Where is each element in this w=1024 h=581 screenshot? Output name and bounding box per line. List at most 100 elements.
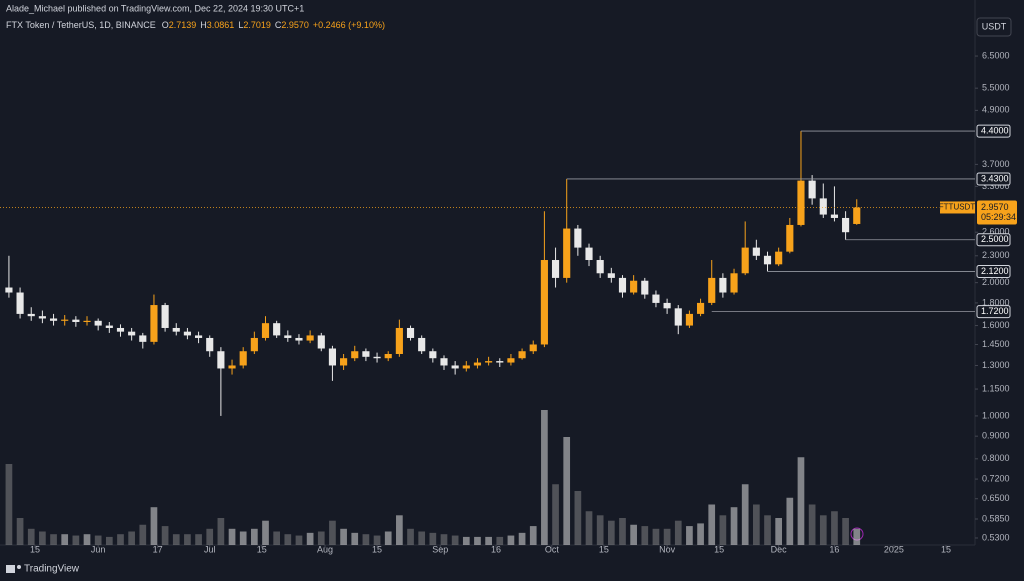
ohlc-value: 2.9570 bbox=[281, 20, 309, 30]
candle-body bbox=[72, 319, 80, 322]
volume-bar bbox=[362, 534, 370, 545]
volume-bar bbox=[295, 535, 303, 545]
candle-body bbox=[641, 280, 649, 295]
y-tick-label: 2.6000 bbox=[982, 227, 1010, 237]
volume-bar bbox=[808, 504, 816, 545]
logo-mark bbox=[6, 565, 15, 573]
candle-body bbox=[16, 292, 24, 314]
volume-bar bbox=[172, 534, 180, 545]
candle-body bbox=[172, 327, 180, 332]
candle-body bbox=[663, 302, 671, 309]
candle-body bbox=[105, 325, 113, 328]
volume-bar bbox=[753, 504, 760, 545]
x-tick-label: 15 bbox=[714, 544, 724, 554]
volume-bar bbox=[72, 535, 80, 545]
level-label: 2.1200 bbox=[981, 266, 1009, 276]
y-tick-label: 1.6000 bbox=[982, 320, 1010, 330]
candle-body bbox=[574, 228, 582, 248]
x-tick-label: Dec bbox=[771, 544, 788, 554]
volume-bar bbox=[340, 528, 347, 545]
candle-body bbox=[730, 273, 738, 293]
candle-body bbox=[741, 247, 749, 274]
volume-bar bbox=[853, 528, 861, 545]
x-tick-label: 15 bbox=[372, 544, 382, 554]
currency-label: USDT bbox=[982, 21, 1007, 31]
level-label: 3.4300 bbox=[981, 173, 1009, 183]
x-tick-label: Oct bbox=[545, 544, 560, 554]
volume-bar bbox=[686, 526, 693, 545]
volume-bar bbox=[351, 532, 359, 545]
symbol-tag bbox=[940, 201, 975, 214]
candle-body bbox=[61, 319, 69, 321]
candle-body bbox=[38, 316, 46, 319]
volume-bar bbox=[105, 536, 113, 545]
y-tick-label: 0.6500 bbox=[982, 493, 1010, 503]
y-tick-label: 4.9000 bbox=[982, 105, 1010, 115]
y-tick-label: 3.3000 bbox=[982, 181, 1010, 191]
level-label: 1.7200 bbox=[981, 306, 1009, 316]
volume-bar bbox=[496, 536, 504, 545]
y-tick-label: 1.0000 bbox=[982, 410, 1010, 420]
volume-bar bbox=[619, 518, 626, 545]
volume-bar bbox=[819, 515, 827, 545]
volume-bar bbox=[27, 528, 35, 545]
ohlc-value: 2.7019 bbox=[243, 20, 271, 30]
candle-body bbox=[719, 277, 727, 293]
candle-body bbox=[685, 313, 693, 326]
volume-bar bbox=[641, 526, 649, 545]
volume-bar bbox=[697, 523, 704, 545]
volume-bar bbox=[16, 518, 24, 545]
candle-body bbox=[206, 337, 214, 352]
volume-bar bbox=[306, 532, 314, 545]
volume-bar bbox=[719, 515, 727, 545]
candle-body bbox=[763, 255, 772, 265]
currency-button[interactable] bbox=[976, 17, 1012, 37]
x-tick-label: 15 bbox=[599, 544, 609, 554]
candle-body bbox=[462, 365, 470, 369]
candle-body bbox=[697, 302, 705, 314]
candle-body bbox=[797, 180, 805, 225]
symbol-legend: FTX Token / TetherUS, 1D, BINANCE O2.7139… bbox=[6, 20, 385, 30]
candle-body bbox=[786, 224, 794, 252]
candle-body bbox=[150, 305, 158, 342]
candle-body bbox=[485, 361, 493, 363]
legend-title: FTX Token / TetherUS, 1D, BINANCE bbox=[6, 20, 156, 30]
candle-body bbox=[429, 351, 437, 359]
candle-body bbox=[418, 337, 426, 352]
candle-body bbox=[351, 351, 359, 359]
candle-body bbox=[618, 277, 627, 293]
candle-body bbox=[708, 277, 716, 303]
volume-bar bbox=[630, 524, 637, 545]
candle-body bbox=[819, 198, 827, 215]
candle-body bbox=[853, 207, 861, 224]
y-tick-label: 0.5300 bbox=[982, 532, 1010, 542]
volume-bar bbox=[552, 484, 559, 545]
volume-bar bbox=[429, 532, 437, 545]
volume-bar bbox=[741, 484, 749, 545]
volume-bar bbox=[329, 520, 336, 545]
candle-body bbox=[808, 180, 816, 199]
volume-bar bbox=[228, 528, 236, 545]
volume-bar bbox=[708, 504, 716, 545]
volume-bar bbox=[418, 531, 426, 545]
volume-bar bbox=[184, 534, 191, 545]
candle-body bbox=[284, 335, 292, 338]
candle-body bbox=[473, 362, 482, 366]
candle-body bbox=[317, 335, 325, 349]
volume-bar bbox=[5, 464, 13, 545]
candle-body bbox=[384, 353, 392, 359]
volume-bar bbox=[529, 526, 537, 545]
candle-body bbox=[674, 308, 682, 326]
volume-bar bbox=[451, 535, 459, 545]
y-tick-label: 1.8000 bbox=[982, 297, 1010, 307]
plot-layer bbox=[5, 131, 861, 545]
volume-bar bbox=[50, 534, 57, 545]
y-tick-label: 2.3000 bbox=[982, 250, 1010, 260]
volume-bar bbox=[485, 536, 492, 545]
candle-body bbox=[295, 337, 303, 341]
y-tick-label: 0.7200 bbox=[982, 473, 1010, 483]
symbol-label: FTTUSDT bbox=[939, 203, 976, 212]
x-tick-label: Jul bbox=[204, 544, 216, 554]
